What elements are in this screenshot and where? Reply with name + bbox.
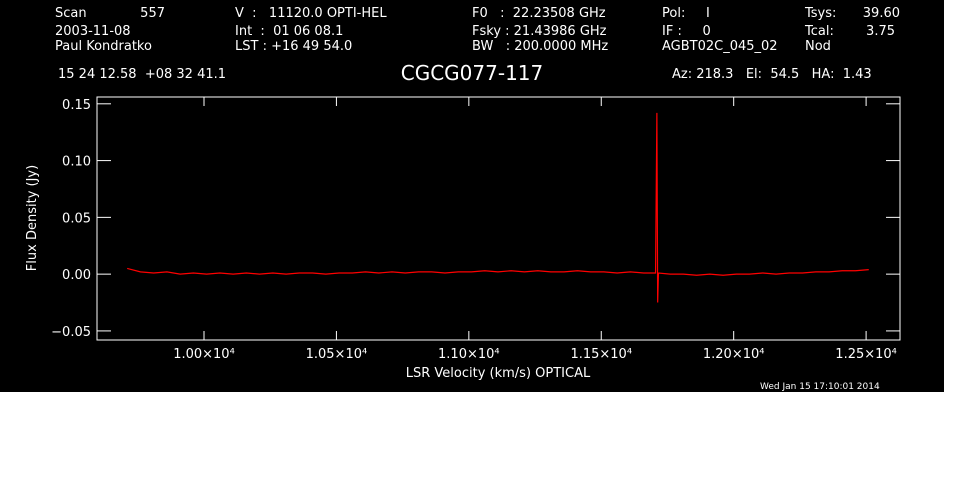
annotation: 3.75: [866, 24, 895, 39]
x-tick-label: 1.20×10⁴: [703, 347, 765, 362]
y-axis-label: Flux Density (Jy): [25, 165, 40, 271]
annotation: Wed Jan 15 17:10:01 2014: [760, 382, 880, 392]
y-tick-label: 0.05: [62, 211, 91, 226]
plot-frame: [96, 96, 901, 341]
x-tick-label: 1.05×10⁴: [306, 347, 368, 362]
y-tick-label: −0.05: [51, 325, 91, 340]
annotation: 557: [140, 6, 165, 21]
annotation: Scan: [55, 6, 87, 21]
annotation: Fsky : 21.43986 GHz: [472, 24, 607, 39]
annotation: Az: 218.3 El: 54.5 HA: 1.43: [672, 67, 872, 82]
annotation: Nod: [805, 39, 831, 54]
x-tick-label: 1.00×10⁴: [173, 347, 235, 362]
x-tick-label: 1.10×10⁴: [438, 347, 500, 362]
x-axis-label: LSR Velocity (km/s) OPTICAL: [406, 366, 591, 381]
annotation: Tcal:: [804, 24, 834, 39]
annotation: 2003-11-08: [55, 24, 131, 39]
spectrum-line: [127, 112, 869, 303]
chart-title: CGCG077-117: [401, 61, 544, 85]
x-tick-label: 1.15×10⁴: [570, 347, 632, 362]
annotation: Tsys:: [804, 6, 836, 21]
annotation: BW : 200.0000 MHz: [472, 39, 608, 54]
annotation: Pol: I: [662, 6, 710, 21]
y-tick-label: 0.10: [62, 155, 91, 170]
annotation: V : 11120.0 OPTI-HEL: [235, 6, 387, 21]
annotation: LST : +16 49 54.0: [235, 39, 352, 54]
annotation: AGBT02C_045_02: [662, 39, 778, 54]
annotation: 39.60: [863, 6, 900, 21]
y-tick-label: 0.15: [62, 98, 91, 113]
annotation: 15 24 12.58 +08 32 41.1: [58, 67, 226, 82]
annotation: Paul Kondratko: [55, 39, 152, 54]
x-tick-label: 1.25×10⁴: [835, 347, 897, 362]
annotation: F0 : 22.23508 GHz: [472, 6, 606, 21]
plot-background: [0, 0, 944, 392]
y-tick-label: 0.00: [62, 268, 91, 283]
annotation: Int : 01 06 08.1: [235, 24, 343, 39]
annotation: IF : 0: [662, 24, 711, 39]
